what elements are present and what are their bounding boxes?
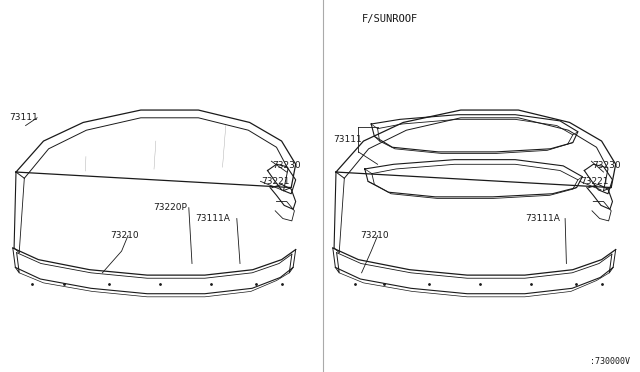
Text: 73111: 73111 [333,135,362,144]
Text: 73230: 73230 [272,161,301,170]
Text: 73210: 73210 [110,231,139,240]
Text: 73210: 73210 [360,231,389,240]
Text: 73111A: 73111A [195,214,230,223]
Text: 73111A: 73111A [525,214,559,223]
Text: 73221: 73221 [261,177,290,186]
Text: F/SUNROOF: F/SUNROOF [362,15,418,25]
Text: :730000V: :730000V [590,357,630,366]
Text: 73111: 73111 [10,113,38,122]
Text: 73220P: 73220P [154,203,188,212]
Text: 73221: 73221 [580,177,609,186]
Text: 73230: 73230 [592,161,621,170]
